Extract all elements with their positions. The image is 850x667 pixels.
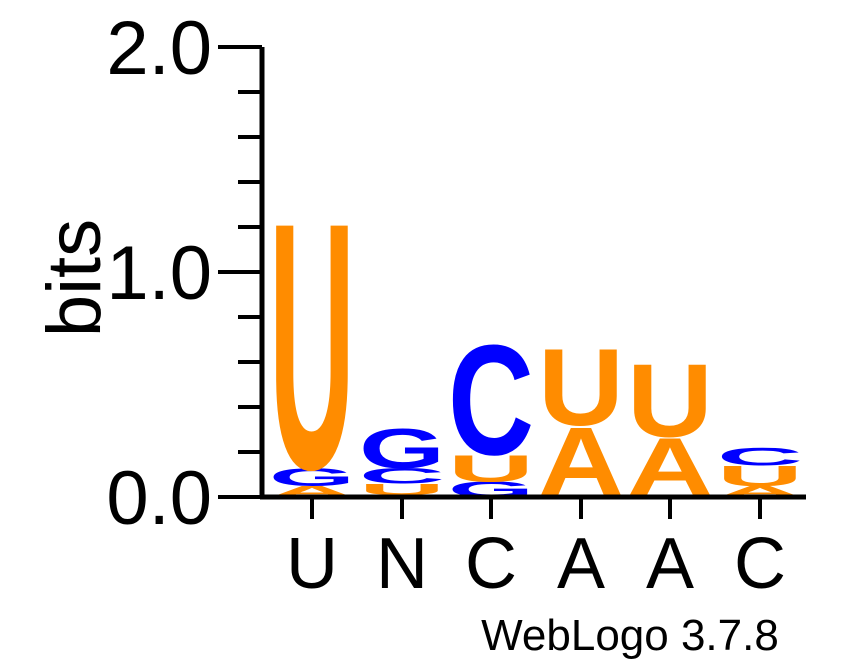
letter-glyph: U: [448, 447, 534, 489]
letter-glyph: U: [359, 481, 445, 499]
letter-glyph: G: [359, 417, 445, 480]
y-tick-label: 0.0: [106, 456, 212, 541]
position-label: N: [376, 524, 428, 604]
letter-glyph: C: [717, 443, 803, 471]
y-axis-title: bits: [32, 219, 117, 337]
letter-glyph: C: [448, 312, 534, 488]
y-tick-label: 1.0: [106, 231, 212, 316]
position-stack: CAU: [538, 326, 624, 516]
position-stack: AGU: [269, 149, 355, 543]
position-label: C: [465, 524, 517, 604]
position-stack: CAU: [627, 342, 713, 512]
letter-glyph: G: [269, 463, 355, 491]
letter-glyph: U: [269, 149, 355, 543]
letter-glyph: U: [538, 326, 624, 449]
position-label: U: [286, 524, 338, 604]
letter-glyph: C: [359, 464, 445, 489]
position-label: C: [734, 524, 786, 604]
letter-glyph: U: [627, 342, 713, 458]
letter-glyph: U: [717, 461, 803, 492]
position-stack: AUCG: [359, 417, 445, 498]
y-tick-label: 2.0: [106, 6, 212, 91]
position-label: A: [557, 524, 605, 604]
letter-stacks: AGUAUCGGUCCAUCAUAUC: [269, 149, 803, 543]
weblogo-credit: WebLogo 3.7.8: [481, 611, 779, 660]
position-stack: AUC: [717, 443, 803, 500]
position-stack: GUC: [448, 312, 534, 501]
y-axis: 0.0 1.0 2.0: [106, 6, 265, 541]
position-label: A: [646, 524, 694, 604]
